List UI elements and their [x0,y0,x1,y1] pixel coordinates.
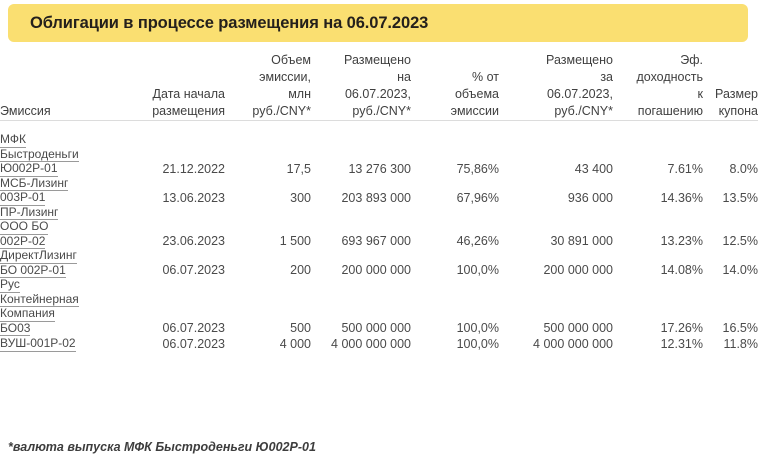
currency-footnote: *валюта выпуска МФК Быстроденьги Ю002Р-0… [8,440,316,454]
placed-for-date-cell: 43 400 [574,161,613,176]
bonds-table: Эмиссия Дата начала размещения Объем эми… [0,52,758,352]
column-header-start-date: Дата начала размещения [152,87,225,118]
percent-of-volume-cell: 67,96% [456,190,499,205]
issue-name-line: ООО БО [0,219,49,235]
bonds-table-container: Эмиссия Дата начала размещения Объем эми… [0,52,758,352]
issue-name-line: ПР-Лизинг [0,204,59,220]
coupon-size-cell: 13.5% [722,190,758,205]
header-spacer-cell [0,121,758,134]
effective-yield-cell: 14.08% [660,263,703,277]
issue-name-cell: Рус Контейнерная Компания БО03 [0,277,120,336]
volume-cell: 300 [290,190,311,205]
page-title: Облигации в процессе размещения на 06.07… [30,13,429,32]
table-row: ДиректЛизинг БО 002Р-01 06.07.2023 200 200 0… [0,248,758,278]
issue-name-line: ДиректЛизинг [0,248,77,264]
volume-cell: 4 000 [279,336,311,351]
column-header-placed-for-date: Размещено за 06.07.2023, руб./CNY* [546,53,613,118]
issue-name-line: Ю002Р-01 [0,161,58,177]
column-header-coupon-size: Размер купона [715,87,758,118]
percent-of-volume-cell: 100,0% [456,321,499,335]
placed-for-date-cell: 936 000 [567,190,613,205]
issue-name-line: БО 002Р-01 [0,262,66,278]
start-date-cell: 13.06.2023 [162,190,225,205]
report-title-banner: Облигации в процессе размещения на 06.07… [8,4,748,42]
percent-of-volume-cell: 100,0% [456,336,499,351]
issue-name-line: Быстроденьги [0,146,79,162]
issue-link[interactable]: ВУШ-001Р-02 [0,336,76,352]
effective-yield-cell: 7.61% [667,161,703,176]
effective-yield-cell: 12.31% [660,336,703,351]
issue-name-line: Контейнерная [0,291,79,307]
coupon-size-cell: 12.5% [722,234,758,248]
issue-name-line: 002Р-02 [0,233,46,249]
column-header-volume: Объем эмиссии, млн руб./CNY* [252,53,311,118]
start-date-cell: 23.06.2023 [162,234,225,248]
issue-link[interactable]: ДиректЛизинг БО 002Р-01 [0,248,77,278]
volume-cell: 17,5 [286,161,311,176]
placed-to-date-cell: 693 967 000 [341,234,411,248]
issue-link[interactable]: МСБ-Лизинг 003Р-01 [0,175,69,206]
placed-for-date-cell: 200 000 000 [543,263,613,277]
coupon-size-cell: 16.5% [722,321,758,335]
table-row: ПР-Лизинг ООО БО 002Р-02 23.06.2023 1 500 693… [0,204,758,249]
coupon-size-cell: 11.8% [723,336,758,351]
percent-of-volume-cell: 46,26% [456,234,499,248]
coupon-size-cell: 14.0% [722,263,758,277]
issue-name-cell: МФК Быстроденьги Ю002Р-01 [0,132,120,177]
effective-yield-cell: 17.26% [660,321,703,335]
issue-name-line: МСБ-Лизинг [0,175,69,191]
start-date-cell: 06.07.2023 [162,321,225,335]
placed-for-date-cell: 4 000 000 000 [533,336,613,351]
issue-name-cell: ВУШ-001Р-02 [0,336,120,352]
issue-name-line: 003Р-01 [0,190,46,206]
table-header: Эмиссия Дата начала размещения Объем эми… [0,52,758,121]
issue-name-line: ВУШ-001Р-02 [0,336,76,352]
percent-of-volume-cell: 100,0% [456,263,499,277]
coupon-size-cell: 8.0% [729,161,758,176]
column-header-percent-of-volume: % от объема эмиссии [450,70,499,118]
table-header-row: Эмиссия Дата начала размещения Объем эми… [0,52,758,121]
placed-to-date-cell: 500 000 000 [341,321,411,335]
header-spacer-row [0,121,758,134]
effective-yield-cell: 14.36% [660,190,703,205]
placed-to-date-cell: 200 000 000 [341,263,411,277]
issue-link[interactable]: МФК Быстроденьги Ю002Р-01 [0,132,79,177]
start-date-cell: 06.07.2023 [162,336,225,351]
column-header-issue: Эмиссия [0,104,51,118]
issue-name-line: Рус [0,277,20,293]
placed-to-date-cell: 13 276 300 [348,161,411,176]
issue-name-line: Компания [0,306,55,322]
table-row: ВУШ-001Р-02 06.07.2023 4 000 4 000 000 000 1… [0,336,758,352]
volume-cell: 500 [290,321,311,335]
placed-for-date-cell: 500 000 000 [543,321,613,335]
table-body: МФК Быстроденьги Ю002Р-01 21.12.2022 17,5 13 … [0,121,758,352]
issue-link[interactable]: ПР-Лизинг ООО БО 002Р-02 [0,204,59,249]
issue-name-line: БО03 [0,320,31,336]
start-date-cell: 21.12.2022 [162,161,225,176]
issue-name-cell: ПР-Лизинг ООО БО 002Р-02 [0,204,120,249]
percent-of-volume-cell: 75,86% [456,161,499,176]
start-date-cell: 06.07.2023 [162,263,225,277]
placed-to-date-cell: 203 893 000 [341,190,411,205]
issue-name-cell: МСБ-Лизинг 003Р-01 [0,175,120,206]
table-row: Рус Контейнерная Компания БО03 06.07.2023 500… [0,277,758,336]
placed-to-date-cell: 4 000 000 000 [331,336,411,351]
placed-for-date-cell: 30 891 000 [550,234,613,248]
table-row: МСБ-Лизинг 003Р-01 13.06.2023 300 203 893 00… [0,175,758,206]
column-header-placed-to-date: Размещено на 06.07.2023, руб./CNY* [344,53,411,118]
column-header-effective-yield: Эф. доходность к погашению [636,53,703,118]
issue-link[interactable]: Рус Контейнерная Компания БО03 [0,277,79,336]
volume-cell: 1 500 [279,234,311,248]
table-row: МФК Быстроденьги Ю002Р-01 21.12.2022 17,5 13 … [0,132,758,177]
issue-name-line: МФК [0,132,26,148]
issue-name-cell: ДиректЛизинг БО 002Р-01 [0,248,120,278]
effective-yield-cell: 13.23% [660,234,703,248]
volume-cell: 200 [290,263,311,277]
